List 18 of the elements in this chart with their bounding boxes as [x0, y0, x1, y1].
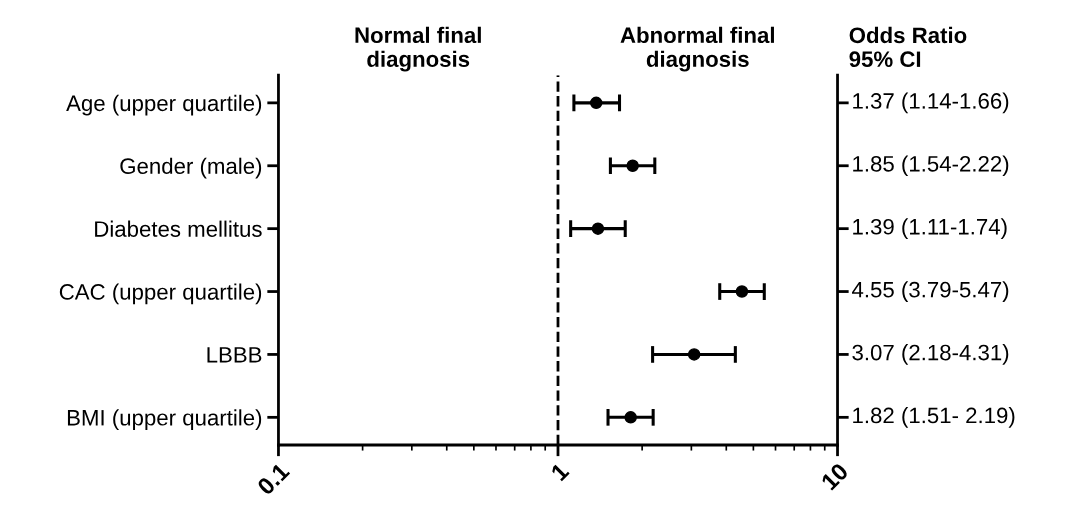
y-tick-label: BMI (upper quartile): [67, 409, 262, 430]
text: Abnormal final diagnosis: [620, 26, 774, 72]
text: Odds Ratio 95% CI: [849, 26, 967, 68]
y-tick-label: Diabetes mellitus: [95, 220, 262, 237]
x-tick-label: 10: [820, 462, 850, 491]
data-label: 1.82 (1.51- 2.19): [853, 406, 1015, 428]
text: Normal final diagnosis: [355, 26, 481, 72]
x-tick-label: 0.1: [256, 461, 291, 496]
x-tick-label: 1: [550, 462, 570, 482]
data-label: 3.07 (2.18-4.31): [852, 344, 1009, 365]
data-label: 1.85 (1.54-2.22): [853, 155, 1009, 177]
y-tick-label: Gender (male): [120, 157, 262, 179]
y-tick-label: Age (upper quartile): [66, 94, 262, 116]
y-tick-label: CAC (upper quartile): [59, 283, 262, 305]
data-label: 4.55 (3.79-5.47): [852, 281, 1009, 302]
y-tick-label: LBBB: [207, 347, 262, 363]
data-label: 1.37 (1.14-1.66): [853, 92, 1009, 114]
data-label: 1.39 (1.11-1.74): [853, 218, 1007, 239]
